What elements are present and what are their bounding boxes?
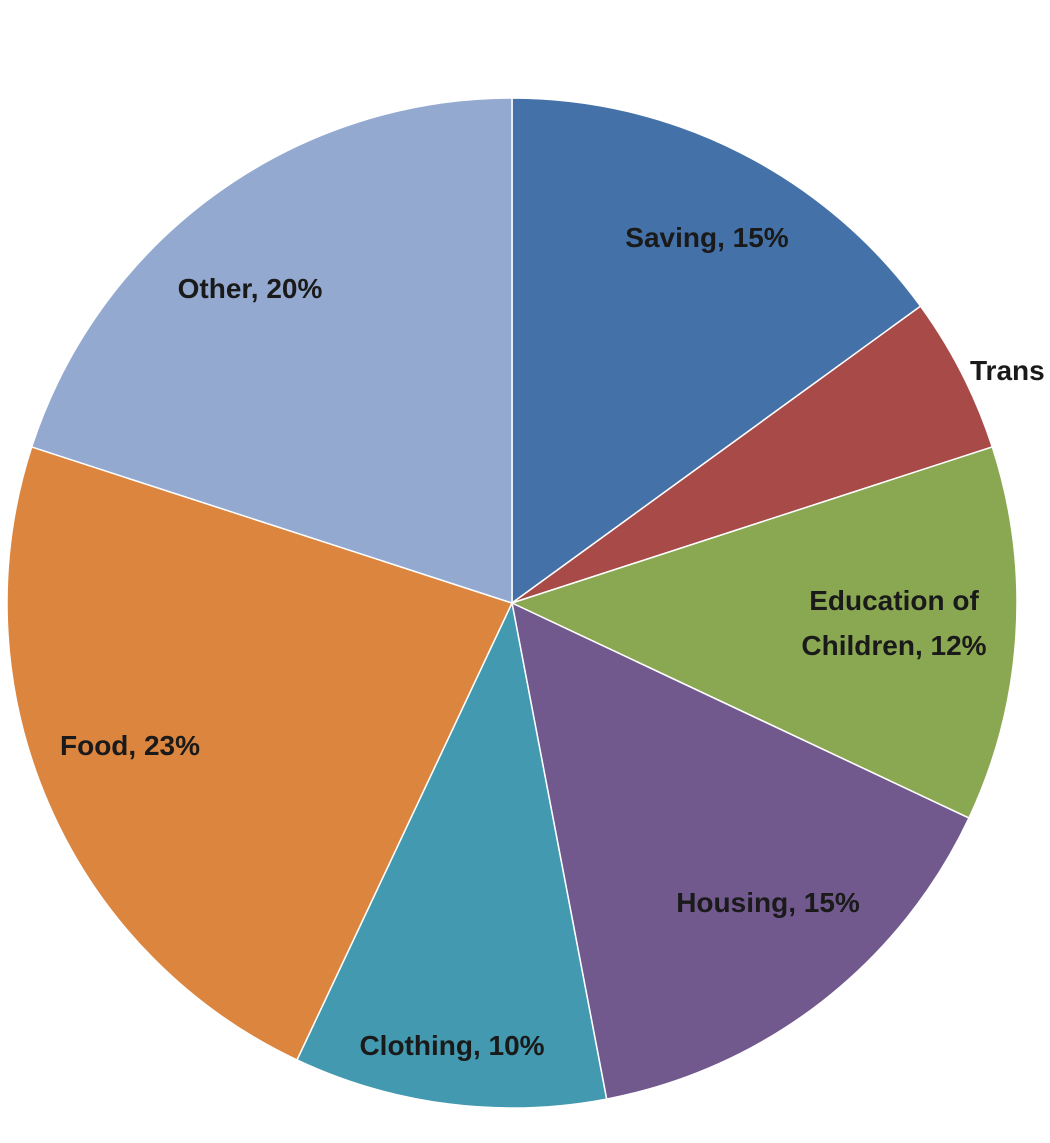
pie-label-education-of-children: Education of Children, 12% (801, 585, 986, 661)
pie-label-other: Other, 20% (178, 273, 323, 304)
pie-slice-housing (510, 601, 970, 1100)
pie-slices (6, 97, 1018, 1109)
pie-label-line: Children, 12% (801, 630, 986, 661)
pie-label-housing: Housing, 15% (676, 887, 860, 918)
pie-label-saving: Saving, 15% (625, 222, 789, 253)
pie-label-trans: Trans (970, 355, 1045, 386)
pie-label-line: Education of (809, 585, 979, 616)
pie-label-clothing: Clothing, 10% (359, 1030, 544, 1061)
pie-slice-food (6, 446, 514, 1061)
pie-labels: Saving, 15% Trans Education of Children, 12… (60, 222, 1045, 1061)
pie-slice-clothing (295, 600, 608, 1109)
pie-slice-education-of-children (509, 446, 1018, 820)
pie-slice-trans (511, 305, 994, 604)
pie-label-food: Food, 23% (60, 730, 200, 761)
pie-slice-other (30, 97, 513, 605)
pie-slice-saving (511, 97, 922, 605)
